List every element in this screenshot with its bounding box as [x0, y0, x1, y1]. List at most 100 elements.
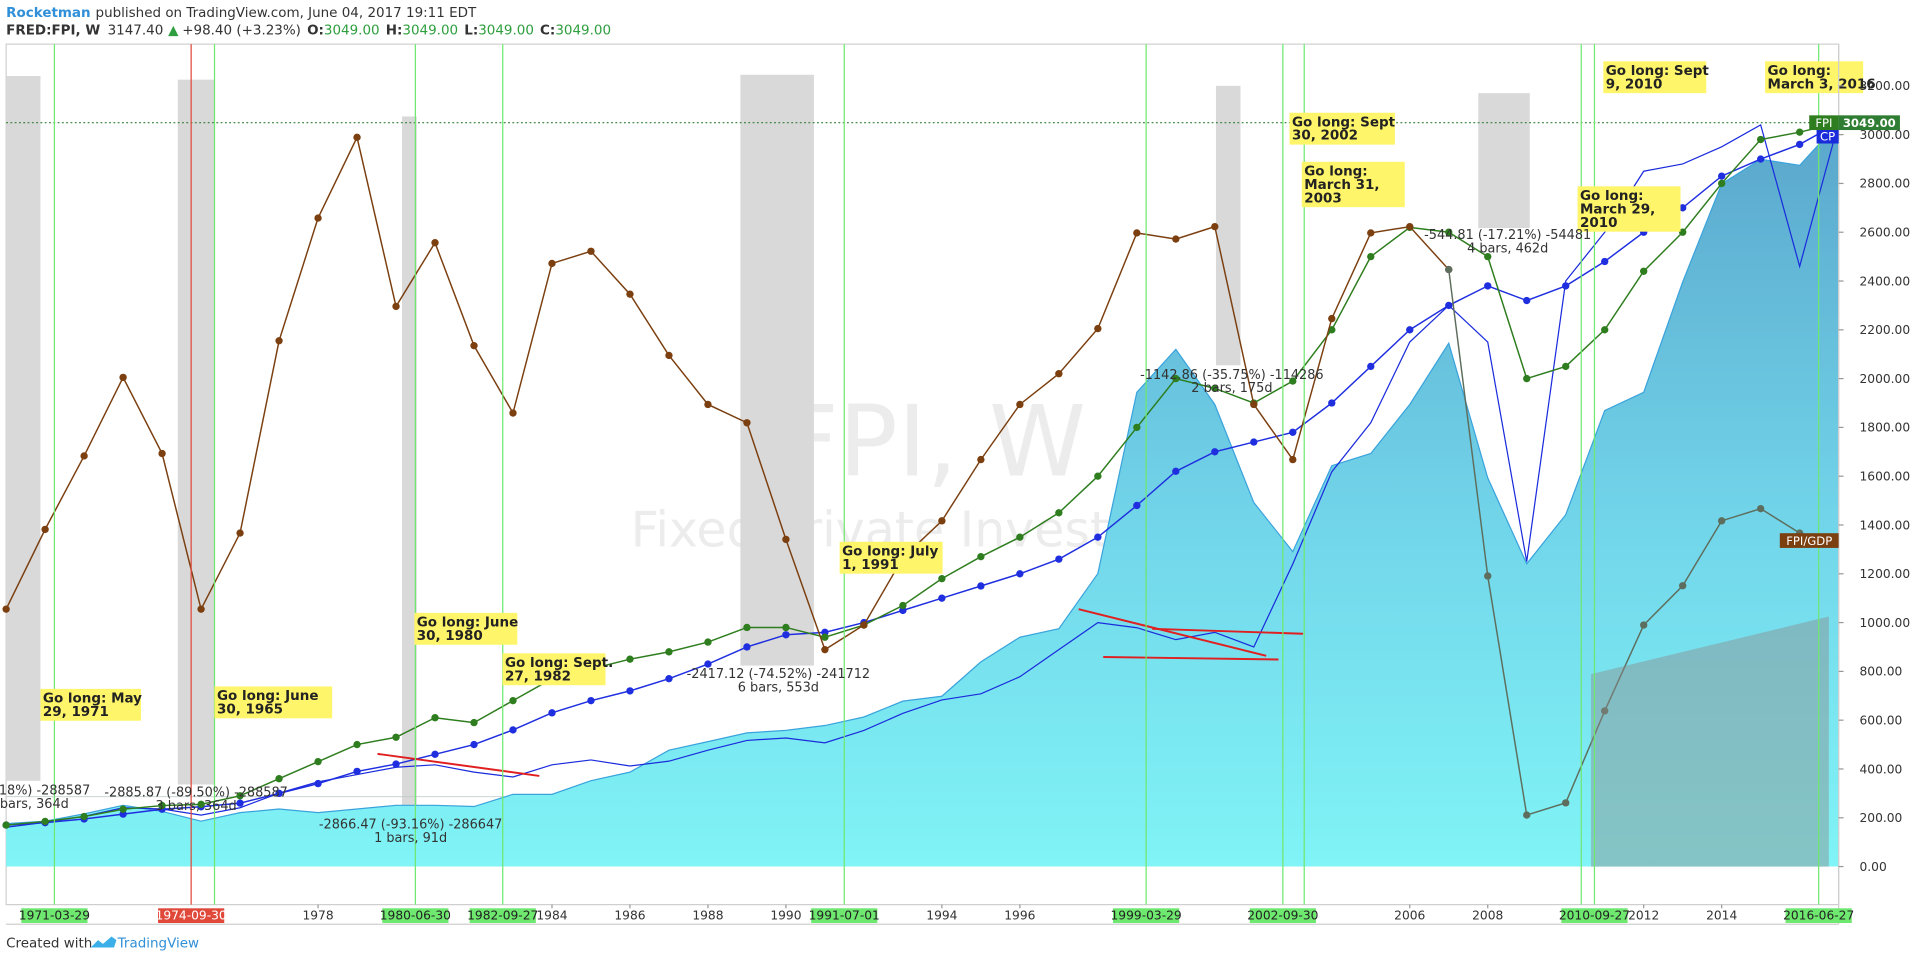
point — [782, 631, 790, 639]
point — [1172, 467, 1180, 475]
point — [1328, 314, 1336, 323]
point — [1795, 140, 1804, 149]
point — [704, 400, 712, 409]
shade — [6, 75, 41, 781]
series-line — [1448, 269, 1801, 817]
annotation-box — [40, 688, 141, 721]
annotation-box — [214, 686, 333, 719]
point — [860, 621, 868, 629]
point — [1094, 324, 1102, 333]
annotation-box — [502, 653, 606, 686]
x-tick-label: 1996 — [1004, 908, 1035, 922]
point — [353, 740, 361, 749]
point — [236, 792, 244, 800]
point — [431, 714, 439, 722]
annotation-text: Go long: Sept — [1606, 63, 1710, 79]
point — [1562, 282, 1570, 290]
point — [1562, 362, 1570, 371]
annotation-text: 30, 1965 — [217, 701, 283, 717]
point — [1172, 235, 1180, 243]
point — [470, 718, 478, 727]
point — [1484, 252, 1492, 261]
trend-lines — [377, 608, 1304, 777]
point — [1601, 257, 1609, 266]
series-line — [6, 122, 1840, 826]
point — [1367, 252, 1375, 261]
point — [158, 801, 166, 810]
y-tick-label: 800.00 — [1859, 665, 1902, 679]
point — [509, 726, 517, 734]
point — [509, 409, 517, 417]
ohlc-value: 3049.00 — [324, 22, 380, 38]
series-line — [6, 121, 1839, 826]
point — [1484, 572, 1492, 580]
point — [977, 455, 985, 464]
ohlc-label: O: — [307, 22, 324, 38]
point — [1484, 282, 1492, 290]
y-tick-label: 3200.00 — [1859, 79, 1910, 93]
point — [548, 709, 556, 717]
marker-label: 1999-03-29 — [1111, 908, 1182, 922]
annotation-text: 9, 2010 — [1606, 76, 1663, 92]
point — [1289, 428, 1297, 436]
annotation-text: March 31, — [1304, 177, 1379, 193]
measurement-text: -2885.87 (-89.50%) -288587 — [104, 786, 287, 801]
price-tag-label: 3049.00 — [1843, 116, 1896, 130]
point — [314, 779, 322, 788]
annotation-text: 29, 1971 — [43, 704, 109, 720]
ohlc-label: L: — [464, 22, 478, 38]
point — [314, 757, 322, 766]
point — [626, 687, 634, 695]
series-tag — [1779, 533, 1839, 548]
point — [431, 750, 439, 759]
point — [1094, 472, 1102, 480]
marker-label: 1980-06-30 — [380, 908, 451, 922]
y-tick-label: 200.00 — [1859, 811, 1902, 825]
x-tick-label: 1978 — [302, 908, 333, 922]
marker-label-bg — [811, 908, 878, 924]
point — [1718, 179, 1726, 188]
annotation-text: Go long: Sept — [1292, 114, 1396, 130]
point — [2, 605, 10, 613]
symbol: FRED:FPI, W — [6, 22, 100, 38]
point — [1211, 384, 1219, 393]
shade — [177, 79, 215, 785]
y-tick-label: 2400.00 — [1859, 274, 1910, 288]
ohlc-value: 3049.00 — [555, 22, 611, 38]
ohlc-label: C: — [540, 22, 555, 38]
marker-label-bg — [1113, 908, 1180, 924]
point — [236, 799, 244, 807]
x-tick-label: 2006 — [1394, 908, 1425, 922]
ohlc-value: 3049.00 — [402, 22, 458, 38]
point — [1445, 228, 1453, 236]
ohlc-label: H: — [386, 22, 403, 38]
point — [1133, 229, 1141, 237]
point — [1679, 204, 1687, 212]
marker-label: 2016-06-27 — [1783, 908, 1854, 922]
marker-label-bg — [1249, 908, 1316, 924]
measurement-text: bars, 364d — [0, 797, 69, 812]
annotation-text: Go long: July — [842, 543, 938, 559]
point — [470, 740, 478, 749]
y-tick-label: 1600.00 — [1859, 469, 1910, 483]
point — [1406, 326, 1414, 334]
point — [665, 675, 673, 683]
point — [743, 419, 751, 427]
point — [119, 373, 127, 382]
annotation-text: 1, 1991 — [842, 557, 899, 573]
point — [704, 660, 712, 668]
marker-label: 1971-03-29 — [19, 908, 90, 922]
point — [977, 553, 985, 561]
point — [470, 341, 478, 350]
point — [1289, 455, 1297, 464]
point — [1055, 555, 1063, 563]
measurement-text: 3 bars, 364d — [156, 799, 237, 814]
trend-line — [1152, 627, 1304, 635]
point — [1679, 228, 1687, 236]
point — [1756, 504, 1765, 513]
annotation-text: 30, 1980 — [417, 628, 483, 644]
point — [665, 351, 673, 360]
point — [1211, 448, 1219, 456]
y-tick-label: 1800.00 — [1859, 421, 1910, 435]
